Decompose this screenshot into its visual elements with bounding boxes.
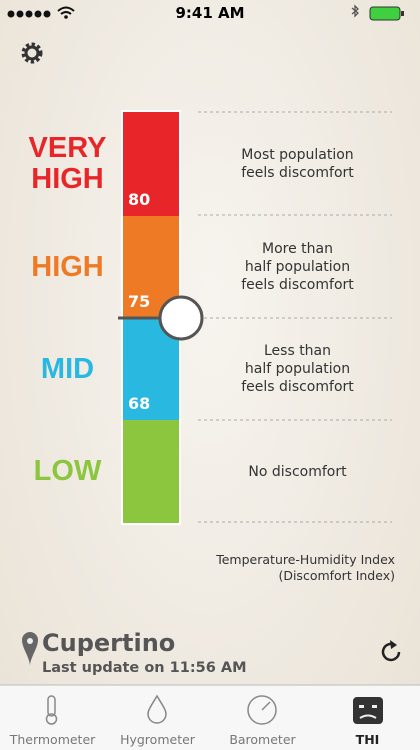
threshold-label: 68 (128, 394, 151, 413)
tab-label[interactable]: Barometer (229, 732, 296, 747)
last-update: Last update on 11:56 AM (42, 660, 247, 676)
level-description: More than half population feels discomfo… (241, 241, 354, 293)
bar-segment (123, 112, 179, 216)
status-time: 9:41 AM (175, 4, 245, 22)
level-description: No discomfort (248, 463, 347, 480)
threshold-label: 80 (128, 190, 151, 209)
refresh-icon[interactable] (381, 642, 401, 662)
footnote: Temperature-Humidity Index (Discomfort I… (216, 552, 395, 583)
bar-segment (123, 420, 179, 523)
tab-label[interactable]: THI (355, 732, 380, 747)
settings-icon[interactable] (21, 42, 43, 64)
level-label: HIGH (31, 250, 104, 283)
level-label: VERY HIGH (28, 132, 107, 195)
tab-label[interactable]: Hygrometer (120, 732, 195, 747)
threshold-label: 75 (128, 292, 151, 311)
level-description: Less than half population feels discomfo… (241, 343, 354, 395)
level-label: LOW (33, 455, 102, 487)
level-label: MID (40, 352, 95, 385)
level-description: Most population feels discomfort (241, 147, 354, 181)
slider-knob[interactable] (158, 295, 204, 341)
city: Cupertino (42, 629, 176, 657)
tab-label[interactable]: Thermometer (9, 732, 96, 747)
